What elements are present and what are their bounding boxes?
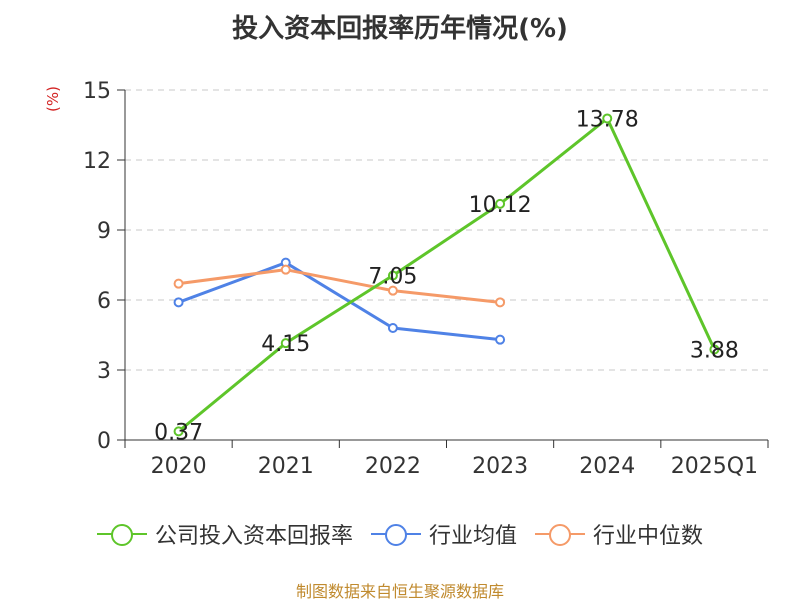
data-label: 13.78 xyxy=(576,107,639,132)
x-tick-label: 2020 xyxy=(151,454,207,479)
series-line-1 xyxy=(178,261,501,342)
x-tick-label: 2022 xyxy=(365,454,421,479)
y-tick-label: 0 xyxy=(97,429,111,454)
chart-legend: 公司投入资本回报率 行业均值 行业中位数 xyxy=(0,518,800,550)
y-tick-label: 6 xyxy=(97,289,111,314)
data-point xyxy=(387,323,398,333)
x-tick-label: 2023 xyxy=(472,454,528,479)
data-point xyxy=(495,297,506,308)
data-label: 0.37 xyxy=(154,420,203,445)
data-point xyxy=(709,344,720,355)
data-label: 7.05 xyxy=(368,265,417,290)
data-point xyxy=(602,113,613,124)
data-label: 4.15 xyxy=(261,332,310,357)
legend-item-industry-mean[interactable]: 行业均值 xyxy=(370,518,517,550)
legend-marker-icon xyxy=(370,522,421,546)
data-point xyxy=(173,297,184,308)
y-tick-label: 15 xyxy=(83,79,111,104)
data-point xyxy=(495,198,506,209)
legend-marker-icon xyxy=(535,522,585,546)
y-tick-label: 12 xyxy=(83,149,111,174)
x-tick-label: 2025Q1 xyxy=(671,454,758,479)
legend-label: 行业均值 xyxy=(428,524,517,549)
y-tick-label: 9 xyxy=(97,219,111,244)
data-source-footer: 制图数据来自恒生聚源数据库 xyxy=(295,582,504,601)
data-point xyxy=(387,270,398,281)
data-point xyxy=(280,264,291,275)
data-point xyxy=(387,285,398,296)
x-tick-label: 2024 xyxy=(579,454,635,479)
legend-marker-icon xyxy=(96,522,147,546)
chart-title: 投入资本回报率历年情况(%) xyxy=(232,14,568,44)
x-tick-label: 2021 xyxy=(258,454,314,479)
legend-item-industry-median[interactable]: 行业中位数 xyxy=(535,518,703,550)
legend-item-company[interactable]: 公司投入资本回报率 xyxy=(96,518,353,550)
data-point xyxy=(280,338,291,349)
legend-label: 公司投入资本回报率 xyxy=(154,524,353,549)
series-line-2 xyxy=(178,268,501,304)
data-label: 3.88 xyxy=(690,338,739,363)
data-label: 10.12 xyxy=(469,193,532,218)
series-line-0 xyxy=(177,116,716,433)
data-point xyxy=(173,278,184,289)
data-point xyxy=(495,334,506,345)
data-point xyxy=(173,426,184,437)
y-tick-label: 3 xyxy=(97,359,111,384)
legend-label: 行业中位数 xyxy=(593,524,704,549)
